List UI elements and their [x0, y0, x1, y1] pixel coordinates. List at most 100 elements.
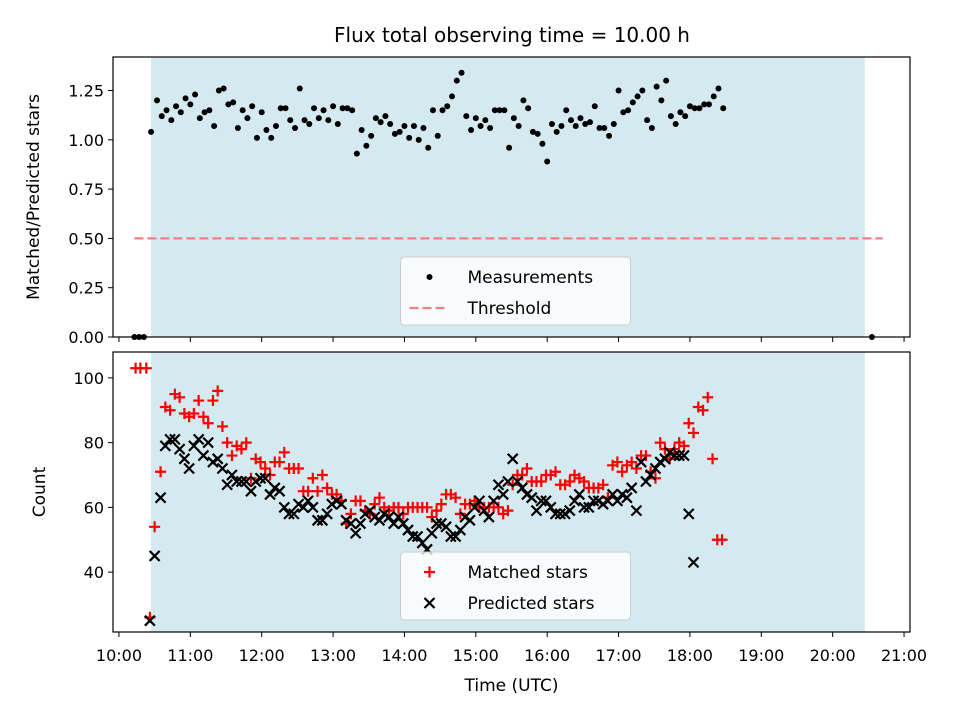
measurement-point: [391, 130, 398, 137]
measurement-point: [696, 105, 703, 112]
matched-stars-point: [421, 501, 433, 513]
measurement-point: [491, 107, 498, 114]
x-tick-label: 15:00: [453, 646, 499, 665]
predicted-stars-point: [302, 495, 314, 507]
predicted-stars-point: [197, 449, 210, 462]
predicted-stars-point: [468, 501, 481, 514]
measurement-point: [225, 101, 232, 108]
predicted-stars-point: [211, 453, 224, 465]
measurement-point: [387, 121, 394, 128]
measurement-point: [686, 103, 693, 110]
measurement-point: [263, 126, 270, 133]
matched-stars-point: [373, 492, 385, 504]
y-tick-label: 100: [73, 369, 104, 388]
matched-stars-point: [688, 427, 700, 439]
matched-stars-point: [307, 472, 319, 484]
matched-stars-point: [345, 508, 357, 520]
measurement-point: [425, 144, 432, 151]
measurement-point: [311, 105, 318, 112]
axes-frame: [112, 351, 911, 633]
predicted-stars-point: [245, 485, 257, 497]
matched-stars-point: [255, 456, 267, 468]
predicted-stars-point: [154, 491, 167, 504]
measurement-point: [458, 69, 465, 76]
matched-stars-point: [302, 485, 314, 497]
predicted-stars-point: [240, 475, 253, 488]
measurement-point: [330, 103, 337, 110]
measurement-point: [334, 121, 341, 128]
predicted-stars-point: [426, 527, 438, 540]
matched-stars-point: [202, 417, 214, 429]
measurement-point: [468, 126, 475, 133]
matched-stars-point: [392, 501, 404, 513]
matched-stars-point: [155, 466, 167, 478]
measurement-point: [206, 107, 213, 114]
predicted-stars-point: [311, 514, 324, 527]
predicted-stars-point: [492, 478, 505, 491]
predicted-stars-point: [411, 530, 424, 543]
matched-stars-point: [174, 391, 186, 403]
x-tick-label: 10:00: [96, 646, 142, 665]
legend-label: Matched stars: [468, 563, 588, 583]
matched-stars-point: [312, 485, 324, 497]
measurement-point: [682, 113, 689, 120]
measurement-point: [482, 117, 489, 124]
measurement-point: [453, 77, 460, 84]
predicted-stars-point: [235, 475, 248, 488]
matched-stars-point: [321, 482, 333, 494]
predicted-stars-point: [188, 440, 200, 452]
y-axis-label: Count: [30, 466, 50, 517]
matched-stars-point: [492, 501, 504, 513]
predicted-stars-point: [573, 488, 586, 501]
predicted-stars-point: [602, 495, 614, 507]
measurement-point: [520, 97, 527, 104]
measurement-point: [658, 97, 665, 104]
predicted-stars-point: [345, 517, 357, 530]
predicted-stars-point: [659, 453, 671, 465]
measurement-point: [558, 123, 565, 130]
measurement-point: [239, 107, 246, 114]
predicted-stars-point: [454, 524, 467, 536]
matched-stars-point: [431, 505, 443, 517]
x-tick-label: 19:00: [738, 646, 784, 665]
predicted-stars-point: [164, 433, 176, 446]
measurement-point: [606, 132, 613, 139]
measurement-point: [325, 117, 332, 124]
predicted-stars-point: [148, 550, 161, 562]
predicted-stars-point: [487, 495, 500, 507]
predicted-stars-point: [273, 485, 286, 497]
measurement-point: [211, 123, 218, 130]
matched-stars-point: [216, 420, 228, 432]
predicted-stars-point: [606, 488, 619, 501]
x-tick-label: 18:00: [667, 646, 713, 665]
measurement-point: [667, 113, 674, 120]
matched-stars-point: [450, 492, 462, 504]
measurement-point: [629, 99, 636, 106]
predicted-stars-point: [430, 517, 443, 530]
legend-box: [400, 551, 631, 621]
measurement-point: [577, 115, 584, 122]
matched-stars-point: [164, 404, 176, 416]
predicted-stars-point: [297, 501, 310, 514]
matched-stars-point: [640, 450, 652, 462]
measurement-point: [358, 126, 365, 133]
matched-stars-point: [435, 498, 447, 510]
measurement-point: [320, 107, 327, 114]
measurement-point: [634, 93, 641, 100]
measurement-point: [382, 113, 389, 120]
measurement-point: [539, 140, 546, 147]
matched-stars-point: [654, 437, 666, 449]
measurement-point: [220, 85, 227, 92]
measurement-point: [415, 136, 422, 143]
predicted-stars-point: [406, 530, 419, 543]
predicted-stars-point: [169, 433, 181, 446]
matched-stars-point: [626, 456, 638, 468]
measurement-point: [663, 77, 670, 84]
predicted-stars-point: [397, 517, 410, 530]
measurement-point: [477, 123, 484, 130]
measurement-point: [434, 132, 441, 139]
predicted-stars-point: [583, 501, 595, 514]
matched-stars-point: [683, 417, 695, 429]
measurement-point: [567, 117, 574, 124]
